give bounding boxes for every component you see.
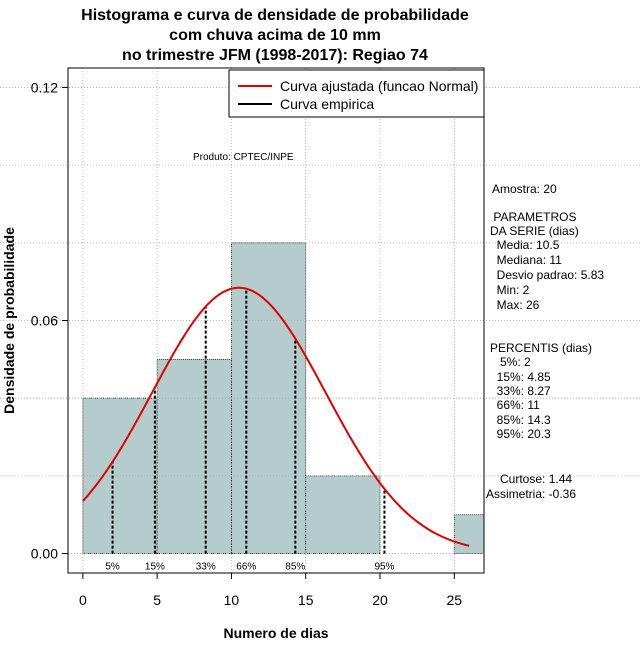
stats-min: Min: 2: [490, 283, 530, 297]
chart-legend: Curva ajustada (funcao Normal) Curva empi…: [228, 69, 485, 118]
y-axis-label: Densidade de probabilidade: [1, 227, 17, 414]
stats-percentiles-title: PERCENTIS (dias): [490, 341, 593, 355]
stats-p85: 85%: 14.3: [490, 413, 551, 427]
stats-p33: 33%: 8.27: [490, 384, 551, 398]
watermark-text: Produto: CPTEC/INPE: [193, 152, 294, 163]
stats-std-dev: Desvio padrao: 5.83: [490, 268, 605, 282]
percentile-label-95: 95%: [374, 562, 394, 573]
stats-p95: 95%: 20.3: [490, 427, 551, 441]
stats-parameters-title: PARAMETROS: [490, 210, 577, 224]
legend-label-empirical: Curva empirica: [280, 96, 374, 112]
stats-median: Mediana: 11: [490, 253, 562, 267]
y-axis-tick-label: 0.06: [31, 313, 58, 329]
legend-box: [228, 69, 485, 118]
y-axis-tick-label: 0.00: [31, 546, 58, 562]
chart-title-line-3: no trimestre JFM (1998-2017): Regiao 74: [122, 47, 428, 64]
percentile-label-33: 33%: [196, 562, 216, 573]
chart-title-line-1: Histograma e curva de densidade de proba…: [81, 7, 469, 24]
x-axis-tick-label: 5: [153, 592, 161, 608]
legend-label-normal: Curva ajustada (funcao Normal): [280, 78, 478, 94]
stats-parameters-subtitle: DA SERIE (dias): [490, 224, 579, 238]
x-axis-tick-label: 25: [446, 592, 462, 608]
chart-title-line-2: com chuva acima de 10 mm: [169, 27, 381, 44]
x-axis-tick-label: 10: [224, 592, 240, 608]
percentile-label-66: 66%: [236, 562, 256, 573]
stats-mean: Media: 10.5: [490, 238, 560, 252]
percentile-label-85: 85%: [285, 562, 305, 573]
histogram-bar-3: [305, 475, 381, 554]
percentile-label-15: 15%: [145, 562, 165, 573]
stats-skewness: Assimetria: -0.36: [486, 487, 577, 501]
normal-curve-line: [82, 286, 470, 547]
stats-p5: 5%: 2: [490, 355, 531, 369]
stats-p66: 66%: 11: [490, 398, 540, 412]
histogram-bar-1: [156, 358, 232, 554]
x-axis-tick-label: 15: [298, 592, 314, 608]
stats-sample-size: Amostra: 20: [492, 182, 557, 196]
histogram-bar-5: [453, 514, 485, 554]
x-axis-tick-label: 20: [372, 592, 388, 608]
stats-max: Max: 26: [490, 298, 540, 312]
stats-kurtosis: Curtose: 1.44: [490, 472, 573, 486]
x-axis-label: Numero de dias: [223, 625, 328, 641]
y-axis-tick-label: 0.12: [31, 79, 58, 95]
x-axis-tick-label: 0: [79, 592, 87, 608]
percentile-label-5: 5%: [105, 562, 120, 573]
stats-p15: 15%: 4.85: [490, 370, 551, 384]
